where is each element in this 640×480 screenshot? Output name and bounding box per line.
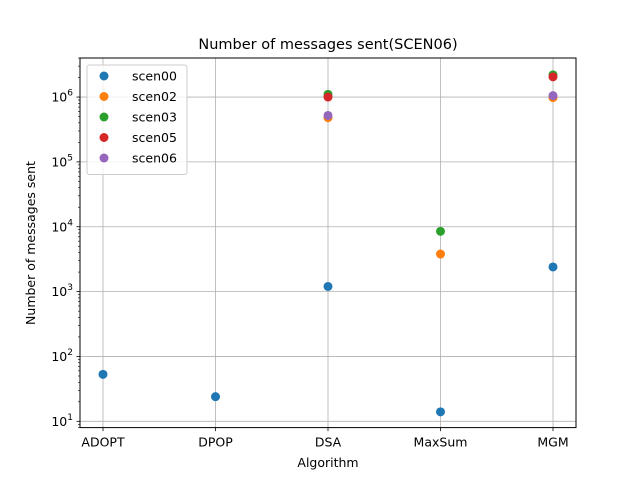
data-point-scen00	[211, 392, 220, 402]
data-point-scen05	[323, 92, 333, 102]
data-point-scen00	[436, 407, 445, 417]
y-axis-ticks: 101 102 103 104 105 106	[51, 57, 80, 429]
y-tick-label: 101	[51, 413, 73, 429]
legend-label: scen05	[132, 130, 177, 145]
legend-marker	[99, 92, 109, 101]
data-point-scen06	[323, 110, 333, 120]
y-tick-label: 104	[51, 218, 73, 234]
data-point-scen06	[548, 91, 558, 101]
data-point-scen02	[436, 249, 445, 259]
legend-label: scen02	[132, 89, 177, 104]
y-tick-label: 102	[51, 348, 73, 364]
y-tick-label: 103	[51, 283, 73, 299]
data-point-scen05	[548, 72, 558, 82]
x-tick-label: ADOPT	[81, 435, 125, 450]
x-tick-label: DPOP	[198, 435, 233, 450]
legend-marker	[99, 112, 109, 122]
y-tick-label: 106	[51, 89, 73, 105]
legend: scen00 scen02 scen03 scen05 scen06	[86, 64, 188, 175]
legend-label: scen06	[132, 151, 177, 166]
x-tick-label: MaxSum	[414, 435, 468, 450]
data-point-scen03	[436, 226, 445, 236]
legend-label: scen00	[132, 69, 177, 84]
data-point-scen00	[323, 281, 333, 291]
legend-marker	[99, 133, 109, 142]
x-tick-label: DSA	[315, 435, 342, 450]
x-tick-label: MGM	[537, 435, 568, 450]
y-tick-label: 105	[51, 153, 73, 169]
legend-box	[86, 64, 188, 175]
y-axis-label: Number of messages sent	[23, 161, 38, 325]
data-points	[98, 70, 558, 417]
legend-marker	[99, 153, 109, 163]
data-point-scen00	[548, 262, 558, 272]
x-axis-label: Algorithm	[297, 455, 358, 470]
legend-label: scen03	[132, 110, 177, 125]
legend-marker	[99, 71, 109, 81]
data-point-scen00	[98, 369, 108, 379]
chart-title: Number of messages sent(SCEN06)	[198, 37, 457, 53]
x-axis-ticks: ADOPT DPOP DSA MaxSum MGM	[81, 427, 569, 450]
